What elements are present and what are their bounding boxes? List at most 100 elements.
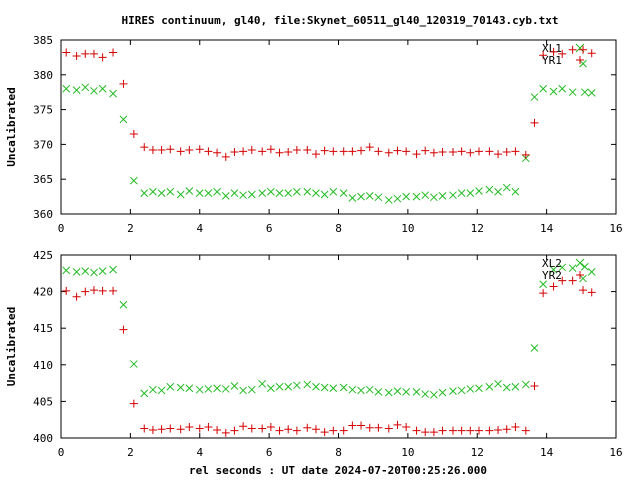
- legend-label: YR2: [542, 269, 562, 282]
- y-tick-label: 415: [33, 322, 53, 335]
- data-point: [284, 189, 293, 197]
- data-point: [140, 189, 149, 197]
- x-axis-label: rel seconds : UT date 2024-07-20T00:25:2…: [189, 464, 487, 477]
- data-point: [129, 399, 138, 408]
- data-point: [81, 287, 90, 296]
- y-tick-label: 385: [33, 34, 53, 47]
- data-point: [365, 192, 374, 200]
- x-tick-label: 0: [58, 446, 65, 459]
- data-point: [109, 89, 117, 98]
- data-point: [339, 189, 348, 197]
- data-point: [579, 45, 588, 54]
- data-point: [568, 264, 577, 273]
- data-point: [438, 388, 447, 397]
- legend-marker: [576, 271, 584, 279]
- data-point: [365, 385, 374, 394]
- data-point: [109, 286, 118, 295]
- data-point: [466, 385, 475, 393]
- data-point: [329, 384, 338, 393]
- data-point: [303, 423, 312, 432]
- data-point: [129, 176, 138, 185]
- data-point: [284, 382, 293, 391]
- data-point: [580, 88, 589, 97]
- data-point: [430, 193, 438, 202]
- data-point: [221, 152, 230, 161]
- x-tick-label: 2: [127, 446, 134, 459]
- data-point: [185, 423, 194, 432]
- y-tick-label: 380: [33, 69, 53, 82]
- data-point: [213, 148, 222, 157]
- data-point: [549, 87, 558, 96]
- data-point: [521, 426, 530, 435]
- data-point: [357, 192, 365, 201]
- data-point: [457, 189, 466, 197]
- data-point: [348, 421, 357, 430]
- x-tick-label: 14: [540, 222, 554, 235]
- data-point: [98, 53, 107, 62]
- data-point: [292, 426, 301, 435]
- data-point: [312, 382, 320, 391]
- data-point: [457, 147, 466, 156]
- y-tick-label: 360: [33, 208, 53, 221]
- data-point: [275, 426, 284, 435]
- y-axis-label: Uncalibrated: [5, 87, 18, 166]
- data-point: [339, 383, 348, 392]
- data-point: [374, 388, 383, 396]
- data-point: [320, 190, 329, 199]
- x-tick-label: 6: [266, 222, 273, 235]
- data-point: [402, 423, 411, 432]
- data-point: [568, 45, 577, 54]
- data-point: [579, 286, 588, 295]
- data-point: [549, 265, 558, 274]
- legend-marker: [575, 258, 585, 268]
- data-point: [284, 148, 293, 157]
- data-point: [72, 292, 81, 301]
- data-point: [393, 387, 402, 396]
- data-point: [292, 145, 301, 154]
- data-point: [329, 187, 338, 196]
- data-point: [466, 148, 475, 157]
- data-point: [530, 118, 539, 127]
- data-point: [311, 150, 320, 159]
- data-point: [579, 274, 587, 283]
- data-point: [374, 147, 383, 156]
- data-point: [511, 187, 520, 196]
- data-point: [449, 387, 457, 396]
- data-point: [185, 384, 194, 393]
- data-point: [549, 282, 558, 291]
- x-tick-label: 16: [609, 446, 622, 459]
- data-point: [429, 148, 438, 157]
- data-point: [530, 344, 539, 352]
- data-point: [320, 146, 329, 155]
- data-point: [348, 385, 357, 394]
- data-point: [98, 267, 107, 275]
- data-point: [230, 148, 239, 157]
- data-point: [466, 426, 475, 435]
- data-point: [393, 146, 402, 155]
- data-point: [247, 145, 256, 154]
- data-point: [412, 150, 421, 159]
- data-point: [72, 267, 81, 276]
- data-point: [348, 147, 357, 156]
- data-point: [474, 147, 483, 156]
- chart-title: HIRES continuum, gl40, file:Skynet_60511…: [121, 14, 558, 27]
- data-point: [402, 147, 411, 156]
- data-point: [587, 267, 596, 276]
- data-point: [580, 262, 589, 271]
- data-point: [449, 191, 457, 200]
- x-tick-label: 10: [401, 222, 414, 235]
- data-point: [393, 194, 402, 203]
- data-point: [494, 379, 502, 388]
- data-point: [148, 425, 157, 434]
- y-tick-label: 420: [33, 286, 53, 299]
- x-tick-label: 8: [335, 222, 342, 235]
- data-point: [474, 426, 483, 435]
- data-point: [157, 145, 166, 154]
- data-point: [62, 84, 71, 93]
- data-point: [89, 286, 98, 295]
- data-point: [521, 380, 530, 389]
- data-point: [539, 84, 548, 93]
- data-point: [530, 93, 539, 101]
- data-point: [176, 425, 185, 434]
